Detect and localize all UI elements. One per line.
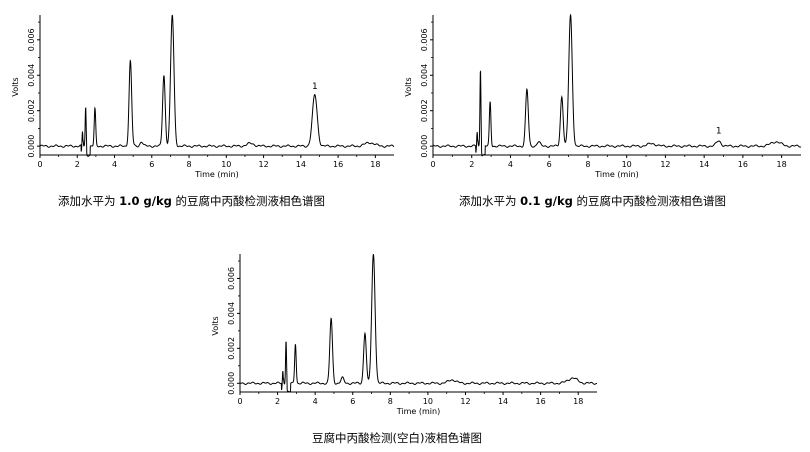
y-axis-label: Volts (404, 77, 413, 96)
x-tick-label: 12 (460, 397, 470, 406)
x-tick-label: 2 (275, 397, 280, 406)
x-tick-label: 10 (423, 397, 433, 406)
x-axis-label: Time (min) (194, 170, 238, 179)
peak-label: 1 (716, 127, 722, 137)
chromatogram-3-caption: 豆腐中丙酸检测(空白)液相色谱图 (312, 430, 482, 446)
caption-1-prefix: 添加水平为 (58, 194, 120, 208)
x-tick-label: 2 (469, 160, 474, 169)
x-tick-label: 6 (547, 160, 552, 169)
chromatogram-2-caption: 添加水平为 0.1 g/kg 的豆腐中丙酸检测液相色谱图 (459, 193, 726, 209)
x-tick-label: 6 (149, 160, 154, 169)
y-tick-label: 0.002 (27, 99, 36, 122)
x-tick-label: 14 (498, 397, 508, 406)
y-tick-label: 0.000 (227, 372, 236, 395)
peak-label: 1 (312, 82, 318, 92)
y-axis-label: Volts (211, 316, 220, 335)
y-tick-label: 0.002 (227, 337, 236, 360)
x-tick-label: 8 (388, 397, 393, 406)
y-tick-label: 0.002 (420, 99, 429, 122)
x-tick-label: 4 (313, 397, 318, 406)
x-tick-label: 8 (187, 160, 192, 169)
x-tick-label: 0 (37, 160, 42, 169)
x-tick-label: 4 (508, 160, 513, 169)
y-tick-label: 0.004 (420, 64, 429, 87)
x-tick-label: 14 (296, 160, 306, 169)
x-tick-label: 12 (258, 160, 268, 169)
x-tick-label: 16 (738, 160, 748, 169)
x-tick-label: 18 (370, 160, 380, 169)
caption-1-level: 1.0 g/kg (119, 194, 172, 208)
x-axis-label: Time (min) (594, 170, 638, 179)
y-tick-label: 0.006 (227, 267, 236, 290)
caption-1-suffix: 的豆腐中丙酸检测液相色谱图 (171, 194, 326, 208)
y-tick-label: 0.006 (420, 28, 429, 51)
chromatogram-panel-2: 0 2 4 6 8 10 12 14 16 18 0.000 0.002 0.004 0.006 Time … (395, 0, 810, 220)
x-tick-label: 2 (75, 160, 80, 169)
x-tick-label: 10 (221, 160, 231, 169)
caption-2-suffix: 的豆腐中丙酸检测液相色谱图 (572, 194, 727, 208)
x-tick-label: 18 (777, 160, 787, 169)
x-tick-label: 12 (660, 160, 670, 169)
x-tick-label: 10 (622, 160, 632, 169)
y-tick-label: 0.004 (227, 302, 236, 325)
x-tick-label: 18 (573, 397, 583, 406)
caption-2-level: 0.1 g/kg (520, 194, 573, 208)
caption-3-suffix: 豆腐中丙酸检测(空白)液相色谱图 (312, 431, 482, 445)
chromatogram-panel-1: 0 2 4 6 8 10 12 14 16 18 0.000 0.002 0.004 0.006 Time … (0, 0, 405, 220)
x-tick-label: 16 (536, 397, 546, 406)
chromatogram-trace (39, 14, 395, 157)
chromatogram-2-plot: 0 2 4 6 8 10 12 14 16 18 0.000 0.002 0.004 0.006 Time … (404, 13, 802, 179)
y-tick-label: 0.000 (27, 135, 36, 158)
chromatogram-1-plot: 0 2 4 6 8 10 12 14 16 18 0.000 0.002 0.004 0.006 Time … (11, 14, 395, 179)
chromatogram-panel-3: 0 2 4 6 8 10 12 14 16 18 0.000 0.002 0.004 0.006 Time … (200, 240, 610, 452)
x-tick-label: 14 (699, 160, 709, 169)
caption-2-prefix: 添加水平为 (459, 194, 521, 208)
x-tick-label: 0 (237, 397, 242, 406)
x-tick-label: 8 (585, 160, 590, 169)
chromatogram-3-plot: 0 2 4 6 8 10 12 14 16 18 0.000 0.002 0.004 0.006 Time … (211, 254, 598, 416)
x-axis-label: Time (min) (396, 407, 440, 416)
x-tick-label: 4 (112, 160, 117, 169)
x-tick-label: 0 (430, 160, 435, 169)
y-tick-label: 0.000 (420, 135, 429, 158)
x-tick-label: 16 (333, 160, 343, 169)
y-axis-label: Volts (11, 77, 20, 96)
y-tick-label: 0.004 (27, 64, 36, 87)
y-tick-label: 0.006 (27, 28, 36, 51)
x-tick-label: 6 (350, 397, 355, 406)
chromatogram-trace (239, 254, 598, 393)
chromatogram-1-caption: 添加水平为 1.0 g/kg 的豆腐中丙酸检测液相色谱图 (58, 193, 325, 209)
chromatogram-trace (432, 13, 802, 157)
